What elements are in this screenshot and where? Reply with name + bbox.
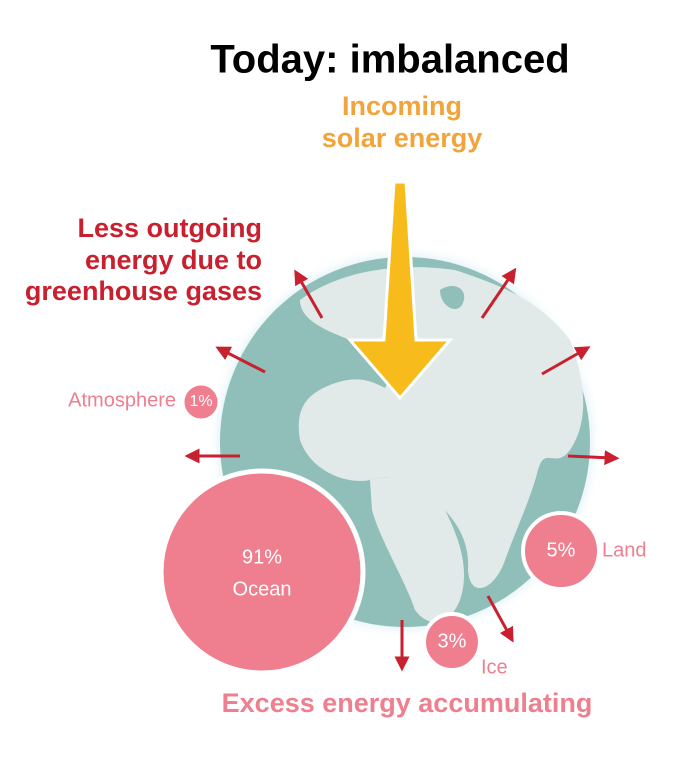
outgoing-label: greenhouse gases (25, 276, 262, 306)
incoming-label: Incoming (342, 91, 462, 121)
title: Today: imbalanced (210, 38, 569, 82)
outgoing-arrows (184, 267, 620, 672)
land-name: Land (602, 539, 647, 561)
solar-arrow (346, 180, 454, 401)
ice-bubble (422, 612, 482, 672)
arrow (294, 269, 324, 319)
atmosphere-value: 1% (189, 393, 212, 410)
arrow (541, 346, 591, 376)
outgoing-label: Less outgoing (78, 213, 263, 243)
footer-label: Excess energy accumulating (222, 688, 593, 718)
ocean-name: Ocean (233, 578, 292, 600)
arrow (567, 450, 620, 466)
incoming-label: solar energy (322, 123, 483, 153)
ocean-bubble (158, 468, 366, 676)
atmosphere-bubble (181, 382, 221, 422)
ocean-value: 91% (242, 546, 282, 568)
ice-name: Ice (481, 656, 508, 678)
arrow (480, 267, 517, 319)
land-bubble (521, 511, 601, 591)
atmosphere-name: Atmosphere (68, 389, 176, 411)
arrow (486, 595, 514, 643)
arrow (215, 346, 266, 374)
ice-value: 3% (438, 630, 467, 652)
outgoing-label: energy due to (85, 245, 262, 275)
land-value: 5% (547, 539, 576, 561)
